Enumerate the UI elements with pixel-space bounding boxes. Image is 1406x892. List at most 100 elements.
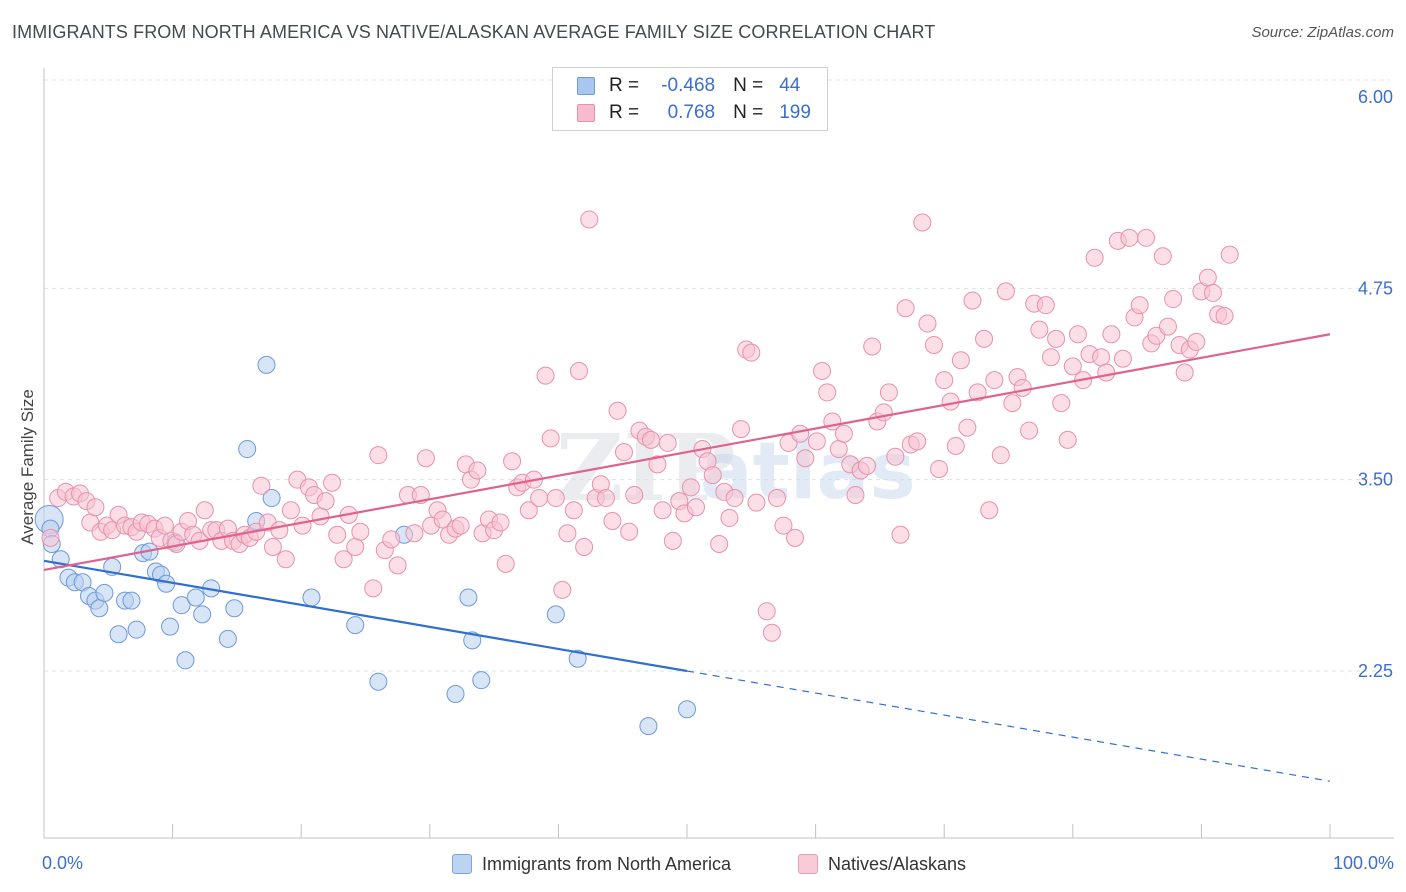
- x-tick-labels: 0.0% 100.0%: [42, 853, 1394, 873]
- natives-point: [608, 401, 627, 420]
- series-immigrants-points: [34, 355, 696, 736]
- chart-title: IMMIGRANTS FROM NORTH AMERICA VS NATIVE/…: [12, 22, 936, 42]
- natives-point: [913, 213, 932, 232]
- immigrants-point: [346, 616, 365, 635]
- y-tick-labels: 2.25 3.50 4.75 6.00: [1358, 87, 1393, 681]
- immigrants-point: [678, 700, 696, 719]
- natives-point: [416, 449, 435, 468]
- y-tick-label: 6.00: [1358, 87, 1393, 107]
- immigrants-point: [218, 629, 237, 648]
- natives-point: [1187, 332, 1206, 351]
- natives-point: [641, 430, 660, 449]
- legend-swatch-natives: [577, 104, 595, 122]
- immigrants-point: [639, 717, 658, 736]
- natives-point: [1068, 325, 1087, 344]
- natives-point: [757, 602, 776, 621]
- gridlines: [44, 79, 1390, 672]
- immigrants-point: [262, 489, 281, 508]
- natives-point: [569, 361, 588, 380]
- immigrants-point: [161, 617, 180, 636]
- natives-point: [558, 524, 577, 543]
- natives-point: [328, 525, 347, 544]
- natives-point: [530, 489, 549, 508]
- legend-r-value: -0.468: [661, 75, 716, 96]
- natives-point: [382, 530, 401, 549]
- natives-point: [276, 550, 295, 569]
- natives-point: [614, 443, 633, 462]
- natives-point: [388, 556, 407, 575]
- natives-point: [541, 429, 560, 448]
- natives-point: [564, 501, 583, 520]
- natives-point: [496, 554, 515, 573]
- immigrants-point: [127, 620, 146, 639]
- natives-point: [1041, 348, 1060, 367]
- natives-point: [991, 446, 1010, 465]
- natives-point: [1120, 228, 1139, 247]
- natives-point: [681, 478, 700, 497]
- natives-point: [346, 538, 365, 557]
- immigrants-point: [225, 599, 244, 618]
- natives-point: [546, 489, 565, 508]
- natives-point: [596, 489, 615, 508]
- natives-point: [553, 580, 572, 599]
- natives-point: [747, 493, 766, 512]
- immigrants-point: [186, 588, 205, 607]
- natives-point: [351, 522, 370, 541]
- natives-point: [874, 403, 893, 422]
- natives-point: [1102, 325, 1121, 344]
- immigrants-point: [546, 605, 565, 624]
- natives-point: [364, 579, 383, 598]
- natives-point: [858, 456, 877, 475]
- natives-point: [935, 371, 954, 390]
- natives-point: [1097, 363, 1116, 382]
- natives-point: [1198, 268, 1217, 287]
- natives-point: [762, 623, 781, 642]
- natives-point: [311, 507, 330, 526]
- natives-point: [891, 525, 910, 544]
- natives-point: [791, 424, 810, 443]
- natives-point: [1030, 320, 1049, 339]
- natives-point: [451, 516, 470, 535]
- natives-point: [908, 432, 927, 451]
- natives-point: [834, 424, 853, 443]
- natives-point: [1013, 378, 1032, 397]
- x-tick-label: 0.0%: [42, 853, 83, 873]
- natives-point: [732, 420, 751, 439]
- immigrants-point: [568, 649, 587, 668]
- immigrants-point: [257, 355, 276, 374]
- natives-point: [1220, 245, 1239, 264]
- natives-point: [985, 371, 1004, 390]
- immigrants-point: [90, 599, 109, 618]
- natives-point: [263, 538, 282, 557]
- natives-point: [1058, 430, 1077, 449]
- natives-point: [1164, 290, 1183, 309]
- natives-point: [1113, 349, 1132, 368]
- natives-point: [996, 282, 1015, 301]
- natives-point: [1130, 296, 1149, 315]
- legend-r-label: R =: [609, 75, 640, 96]
- y-axis-label: Average Family Size: [18, 389, 37, 545]
- natives-point: [924, 335, 943, 354]
- natives-point: [1175, 363, 1194, 382]
- y-axis-label-wrap: Average Family Size: [16, 389, 40, 545]
- legend-r-label: R =: [609, 102, 640, 123]
- axes: [43, 68, 1394, 839]
- natives-point: [813, 361, 832, 380]
- natives-point: [195, 501, 214, 520]
- natives-point: [1036, 296, 1055, 315]
- legend-n-label: N =: [733, 75, 764, 96]
- natives-point: [575, 538, 594, 557]
- natives-point: [86, 498, 105, 517]
- natives-point: [846, 485, 865, 504]
- natives-point: [958, 418, 977, 437]
- natives-point: [829, 440, 848, 459]
- immigrants-point: [446, 684, 465, 703]
- natives-point: [663, 531, 682, 550]
- immigrants-point: [459, 588, 478, 607]
- natives-point: [963, 291, 982, 310]
- natives-point: [648, 455, 667, 474]
- natives-point: [768, 489, 787, 508]
- natives-point: [252, 476, 271, 495]
- x-tick-label: 100.0%: [1333, 853, 1394, 873]
